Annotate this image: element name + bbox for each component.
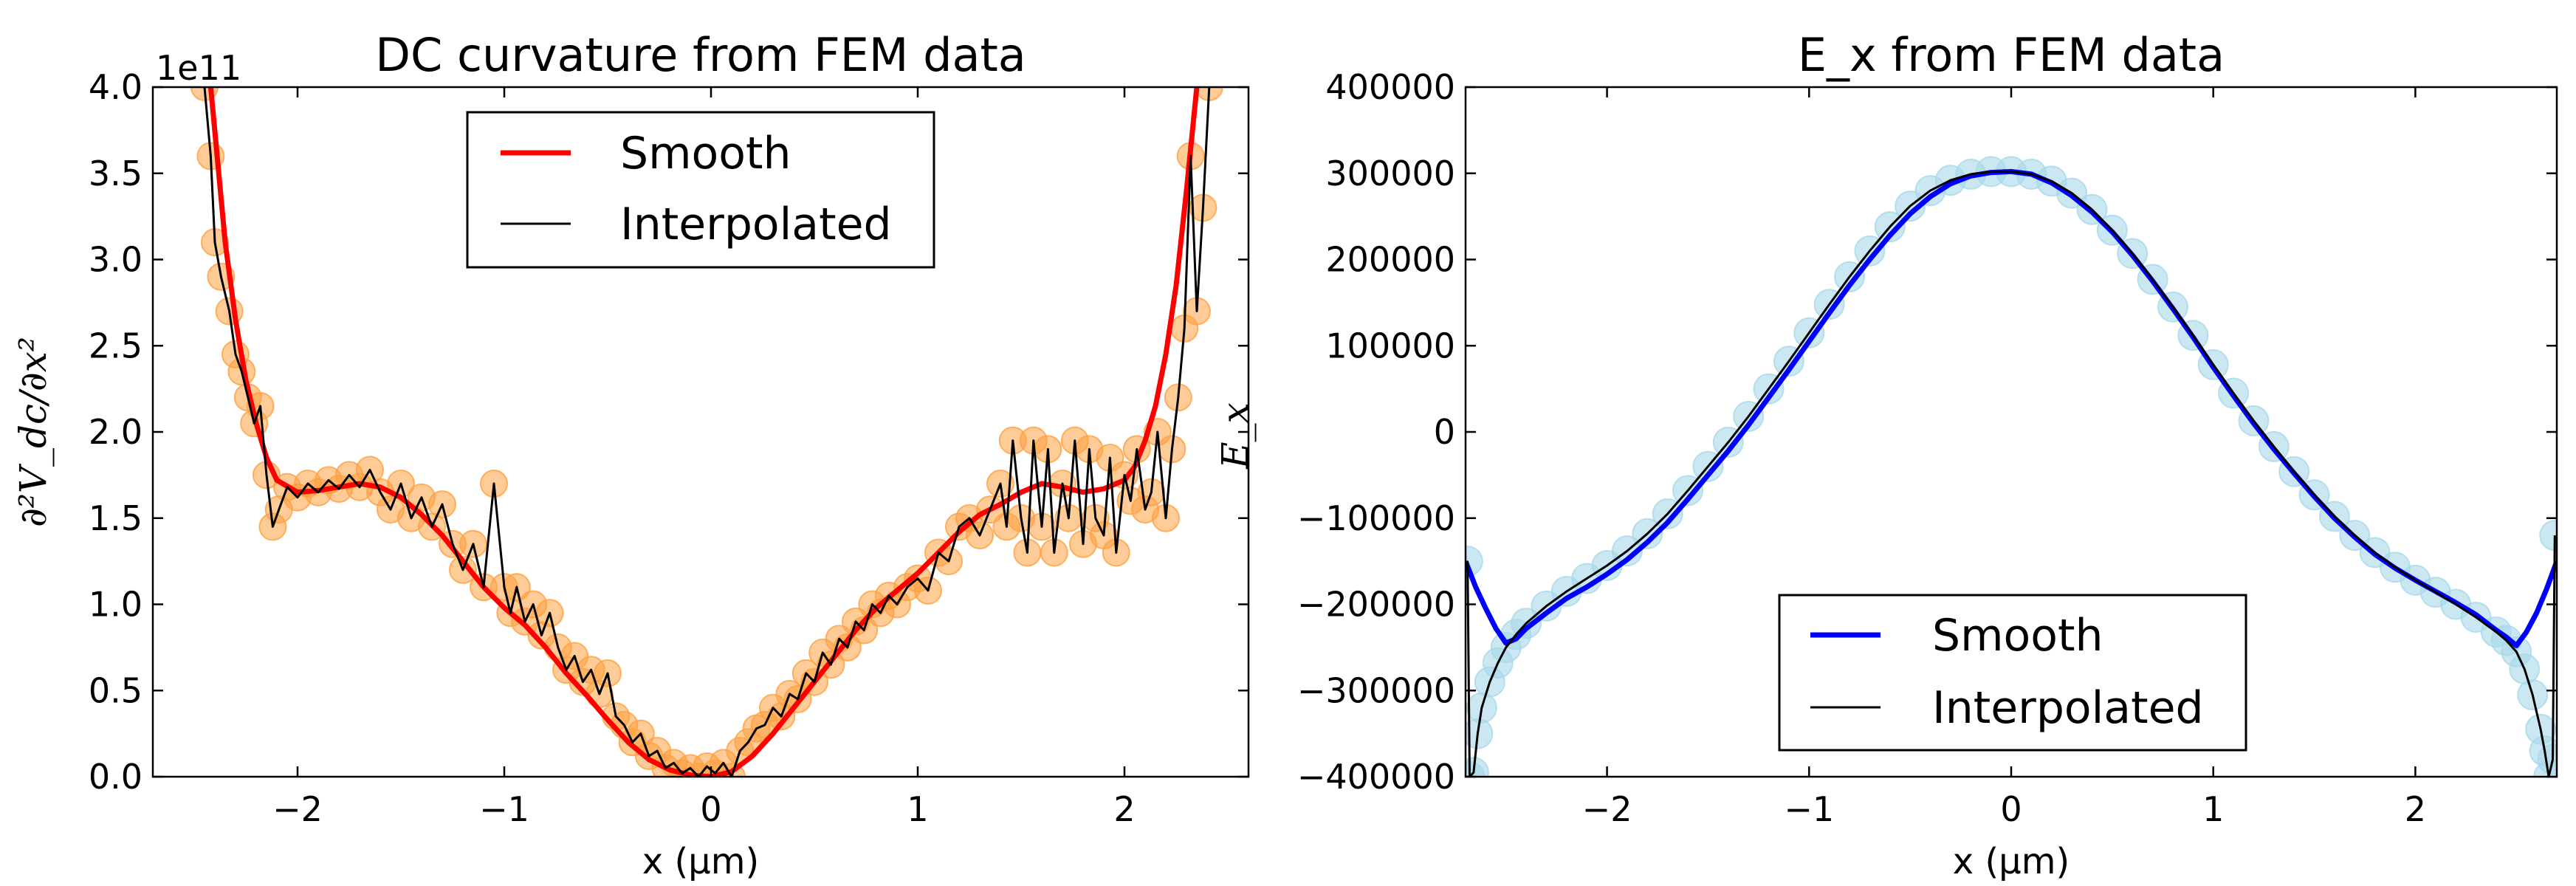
left-series-lines (203, 87, 1211, 777)
right-x-ticks: −2 −1 0 1 2 (1582, 87, 2426, 829)
x-tick-label: 1 (2202, 789, 2224, 829)
x-tick-label: 2 (2405, 789, 2426, 829)
y-tick-label: −200000 (1297, 585, 1455, 625)
interpolated-series-line (203, 87, 1211, 777)
y-tick-label: 100000 (1325, 326, 1455, 365)
right-legend-interpolated-label: Interpolated (1932, 682, 2204, 734)
left-offset-text: 1e11 (156, 48, 241, 88)
right-panel: E_x from FEM data −2 −1 0 1 2 −400000 −300000… (1214, 28, 2558, 882)
left-y-axis-label: ∂²V_dc/∂x² (12, 337, 55, 527)
y-tick-label: 4.0 (89, 67, 142, 107)
right-y-ticks: −400000 −300000 −200000 −100000 0 100000 20000… (1297, 67, 2557, 797)
x-tick-label: 0 (2000, 789, 2022, 829)
x-tick-label: −1 (479, 789, 529, 829)
y-tick-label: 400000 (1325, 67, 1455, 107)
x-tick-label: −1 (1784, 789, 1834, 829)
left-chart-title: DC curvature from FEM data (375, 28, 1026, 82)
y-tick-label: 200000 (1325, 240, 1455, 280)
right-x-axis-label: x (μm) (1953, 841, 2070, 882)
right-chart-title-text: E_x from FEM data (1798, 28, 2225, 82)
right-legend-box (1778, 594, 2247, 752)
x-tick-label: 1 (907, 789, 928, 829)
left-legend-interpolated-label: Interpolated (620, 199, 892, 250)
interpolated-series-line (1466, 170, 2556, 777)
y-tick-label: −300000 (1297, 670, 1455, 710)
y-tick-label: −400000 (1297, 757, 1455, 797)
right-y-axis-label: E_x (1214, 402, 1257, 470)
left-legend: Smooth Interpolated (466, 111, 935, 269)
data-point-marker (1466, 757, 1489, 777)
x-tick-label: 2 (1113, 789, 1135, 829)
x-tick-label: −2 (272, 789, 323, 829)
right-legend-smooth-label: Smooth (1932, 610, 2103, 662)
y-tick-label: 3.0 (89, 240, 142, 280)
y-tick-label: 0.0 (89, 757, 142, 797)
y-tick-label: 0.5 (89, 670, 142, 710)
left-x-ticks: −2 −1 0 1 2 (272, 87, 1136, 829)
x-tick-label: −2 (1582, 789, 1632, 829)
right-legend: Smooth Interpolated (1778, 594, 2247, 752)
right-chart-title: E_x from FEM data (1798, 28, 2225, 82)
left-legend-smooth-label: Smooth (620, 128, 791, 179)
y-tick-label: 1.5 (89, 498, 142, 538)
left-x-axis-label: x (μm) (642, 841, 759, 882)
left-legend-box (466, 111, 935, 269)
left-y-ticks: 0.0 0.5 1.0 1.5 2.0 2.5 3.0 3.5 4.0 (89, 67, 1248, 797)
y-tick-label: −100000 (1297, 498, 1455, 538)
y-tick-label: 2.0 (89, 412, 142, 452)
y-tick-label: 0 (1434, 412, 1455, 452)
y-tick-label: 2.5 (89, 326, 142, 365)
y-tick-label: 3.5 (89, 154, 142, 193)
x-tick-label: 0 (700, 789, 721, 829)
right-series-lines (1466, 168, 2557, 777)
y-tick-label: 1.0 (89, 585, 142, 625)
left-panel: DC curvature from FEM data 1e11 −2 −1 0 1 2 … (12, 28, 1250, 882)
y-tick-label: 300000 (1325, 154, 1455, 193)
